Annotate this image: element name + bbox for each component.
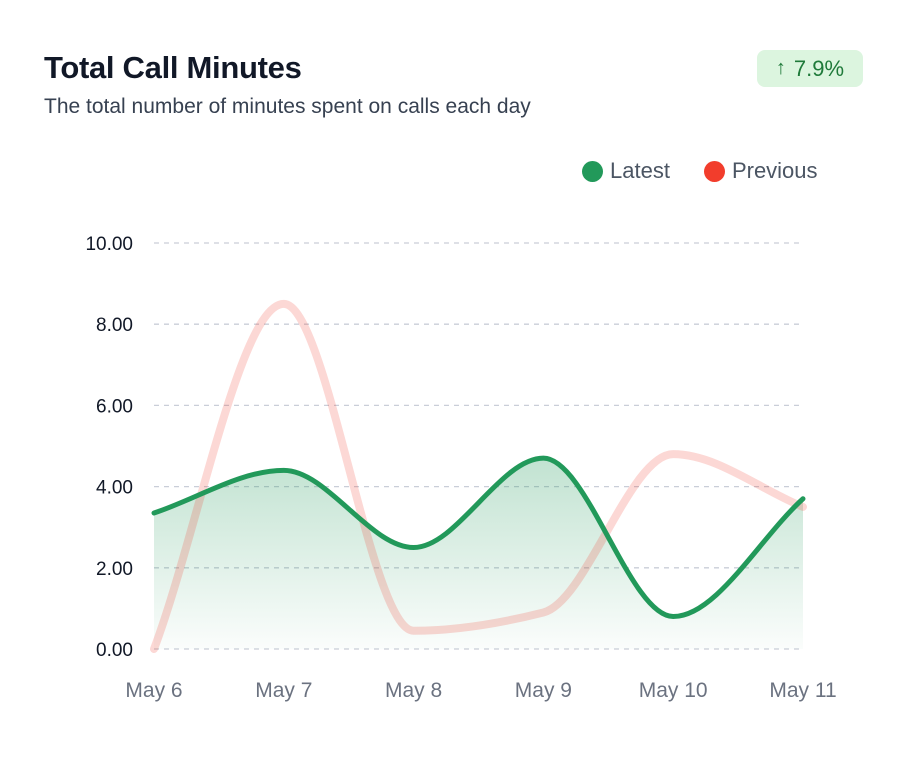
y-tick-label: 4.00 <box>96 478 133 499</box>
x-tick-label: May 7 <box>255 679 312 702</box>
y-tick-label: 8.00 <box>96 315 133 336</box>
legend-dot-latest <box>582 160 603 182</box>
chart-title: Total Call Minutes <box>44 50 302 85</box>
legend-label-previous: Previous <box>731 158 818 183</box>
change-badge: ↑ 7.9% <box>757 50 863 87</box>
y-tick-label: 0.00 <box>96 640 133 661</box>
legend-item-latest[interactable]: Latest <box>582 158 670 184</box>
y-tick-label: 6.00 <box>96 396 133 417</box>
legend-dot-previous <box>703 160 725 182</box>
x-tick-label: May 11 <box>769 679 836 702</box>
x-tick-label: May 6 <box>125 679 182 702</box>
legend-label-latest: Latest <box>610 158 670 183</box>
change-value: 7.9% <box>793 55 845 81</box>
arrow-up-icon: ↑ <box>775 57 786 79</box>
x-tick-label: May 9 <box>515 679 572 702</box>
chart-legend: Latest Previous <box>582 158 818 184</box>
x-tick-label: May 8 <box>385 679 442 702</box>
y-tick-label: 2.00 <box>96 559 133 580</box>
chart-subtitle: The total number of minutes spent on cal… <box>44 95 531 118</box>
legend-item-previous[interactable]: Previous <box>703 158 818 184</box>
latest-series-line <box>151 455 806 620</box>
previous-series-line <box>150 299 807 653</box>
y-tick-label: 10.00 <box>85 234 133 255</box>
x-tick-label: May 10 <box>639 679 708 702</box>
latest-area <box>154 458 803 649</box>
